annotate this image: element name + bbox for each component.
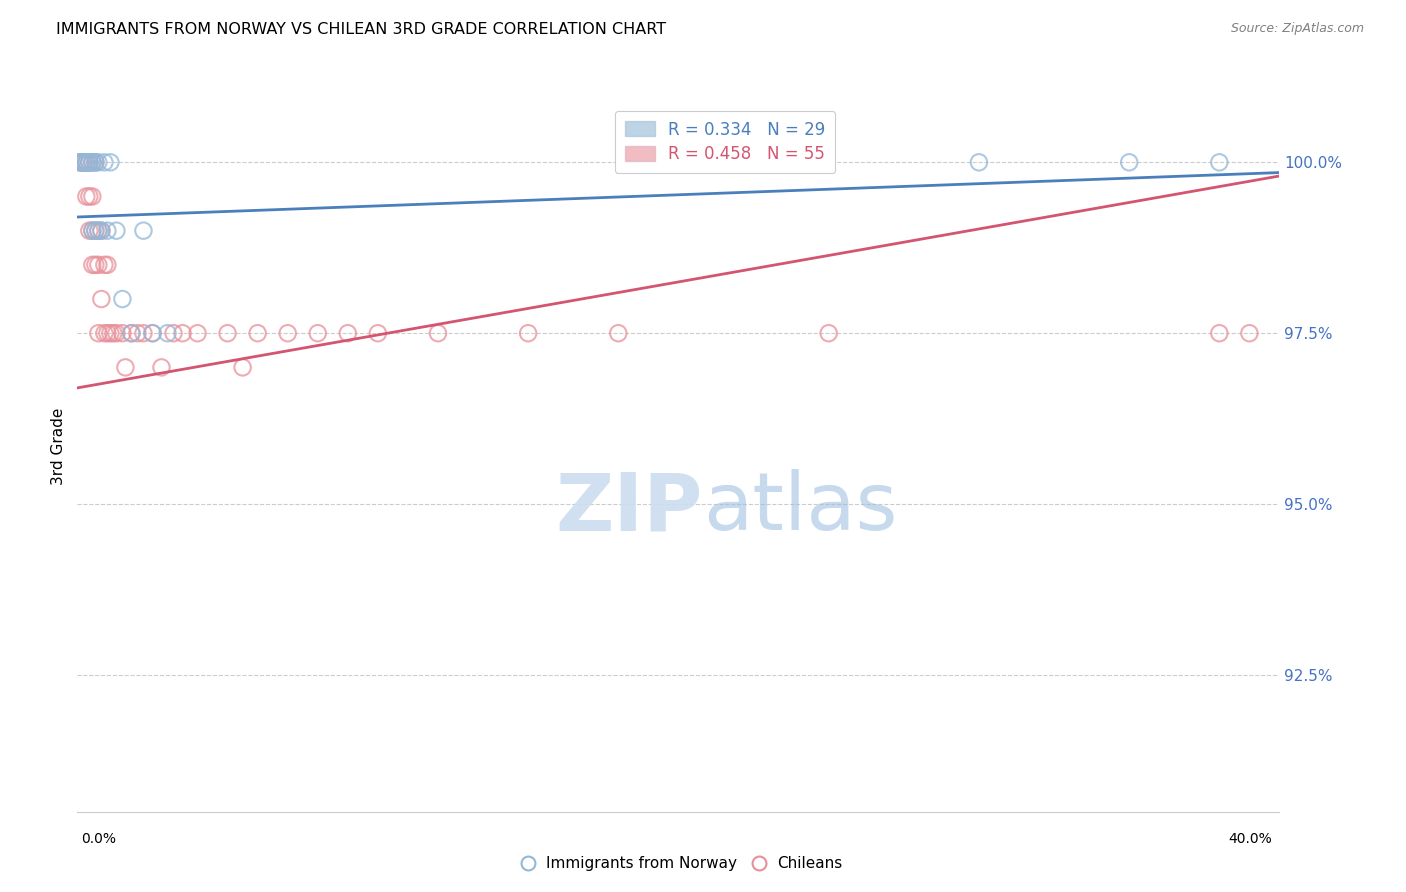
Point	[100, 326, 122, 341]
Point	[79, 155, 101, 169]
Point	[82, 224, 104, 238]
Point	[82, 258, 104, 272]
Point	[75, 155, 97, 169]
Point	[75, 155, 97, 169]
Point	[96, 326, 118, 341]
Point	[82, 224, 104, 238]
Point	[90, 224, 112, 238]
Point	[186, 326, 209, 341]
Point	[75, 155, 97, 169]
Point	[69, 155, 91, 169]
Point	[127, 326, 149, 341]
Point	[82, 155, 104, 169]
Point	[82, 155, 104, 169]
Point	[120, 326, 142, 341]
Point	[82, 155, 104, 169]
Point	[120, 326, 142, 341]
Point	[84, 155, 107, 169]
Point	[75, 155, 97, 169]
Point	[141, 326, 163, 341]
Point	[96, 224, 118, 238]
Y-axis label: 3rd Grade: 3rd Grade	[51, 408, 66, 484]
Point	[307, 326, 329, 341]
Point	[232, 360, 254, 375]
Point	[150, 360, 173, 375]
Text: 40.0%: 40.0%	[1229, 832, 1272, 846]
Point	[967, 155, 990, 169]
Text: IMMIGRANTS FROM NORWAY VS CHILEAN 3RD GRADE CORRELATION CHART: IMMIGRANTS FROM NORWAY VS CHILEAN 3RD GR…	[56, 22, 666, 37]
Point	[79, 224, 101, 238]
Point	[132, 326, 155, 341]
Legend: R = 0.334   N = 29, R = 0.458   N = 55: R = 0.334 N = 29, R = 0.458 N = 55	[614, 111, 835, 173]
Point	[75, 155, 97, 169]
Point	[367, 326, 389, 341]
Point	[84, 224, 107, 238]
Point	[114, 360, 136, 375]
Legend: Immigrants from Norway, Chileans: Immigrants from Norway, Chileans	[516, 850, 848, 877]
Text: Source: ZipAtlas.com: Source: ZipAtlas.com	[1230, 22, 1364, 36]
Point	[72, 155, 94, 169]
Point	[277, 326, 299, 341]
Point	[1208, 326, 1230, 341]
Point	[69, 155, 91, 169]
Point	[111, 292, 134, 306]
Point	[87, 258, 110, 272]
Point	[517, 326, 540, 341]
Point	[79, 155, 101, 169]
Point	[87, 224, 110, 238]
Point	[105, 224, 128, 238]
Point	[69, 155, 91, 169]
Point	[82, 189, 104, 203]
Point	[141, 326, 163, 341]
Point	[87, 224, 110, 238]
Point	[79, 189, 101, 203]
Point	[246, 326, 269, 341]
Point	[87, 155, 110, 169]
Point	[817, 326, 839, 341]
Point	[217, 326, 239, 341]
Point	[84, 155, 107, 169]
Point	[132, 224, 155, 238]
Point	[84, 224, 107, 238]
Point	[156, 326, 179, 341]
Point	[72, 155, 94, 169]
Point	[90, 292, 112, 306]
Text: atlas: atlas	[703, 469, 897, 548]
Point	[162, 326, 184, 341]
Point	[72, 155, 94, 169]
Text: ZIP: ZIP	[555, 469, 703, 548]
Point	[336, 326, 359, 341]
Point	[111, 326, 134, 341]
Point	[96, 258, 118, 272]
Point	[607, 326, 630, 341]
Point	[90, 224, 112, 238]
Point	[72, 155, 94, 169]
Point	[75, 189, 97, 203]
Point	[103, 326, 125, 341]
Point	[172, 326, 194, 341]
Point	[727, 155, 749, 169]
Point	[72, 155, 94, 169]
Point	[75, 155, 97, 169]
Point	[1208, 155, 1230, 169]
Text: 0.0%: 0.0%	[82, 832, 117, 846]
Point	[1239, 326, 1261, 341]
Point	[79, 155, 101, 169]
Point	[93, 155, 115, 169]
Point	[93, 326, 115, 341]
Point	[427, 326, 450, 341]
Point	[1118, 155, 1140, 169]
Point	[84, 258, 107, 272]
Point	[105, 326, 128, 341]
Point	[79, 155, 101, 169]
Point	[87, 326, 110, 341]
Point	[93, 258, 115, 272]
Point	[100, 155, 122, 169]
